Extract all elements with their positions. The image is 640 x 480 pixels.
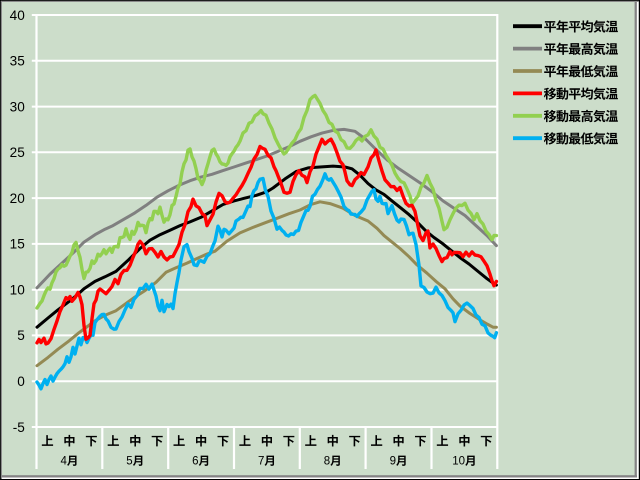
svg-text:5: 5 — [17, 328, 25, 343]
svg-text:40: 40 — [10, 8, 26, 23]
svg-text:10: 10 — [452, 455, 465, 467]
svg-text:5: 5 — [126, 455, 132, 467]
svg-text:-5: -5 — [13, 420, 25, 435]
svg-text:20: 20 — [10, 191, 26, 206]
svg-text:35: 35 — [10, 54, 25, 69]
svg-text:0: 0 — [17, 374, 25, 389]
svg-text:9: 9 — [390, 455, 396, 467]
svg-text:4: 4 — [61, 455, 68, 467]
svg-text:30: 30 — [10, 99, 26, 114]
svg-text:10: 10 — [10, 283, 26, 298]
svg-text:15: 15 — [10, 237, 25, 252]
svg-text:6: 6 — [192, 455, 198, 467]
svg-text:25: 25 — [10, 145, 25, 160]
svg-text:7: 7 — [258, 455, 264, 467]
svg-text:8: 8 — [324, 455, 330, 467]
